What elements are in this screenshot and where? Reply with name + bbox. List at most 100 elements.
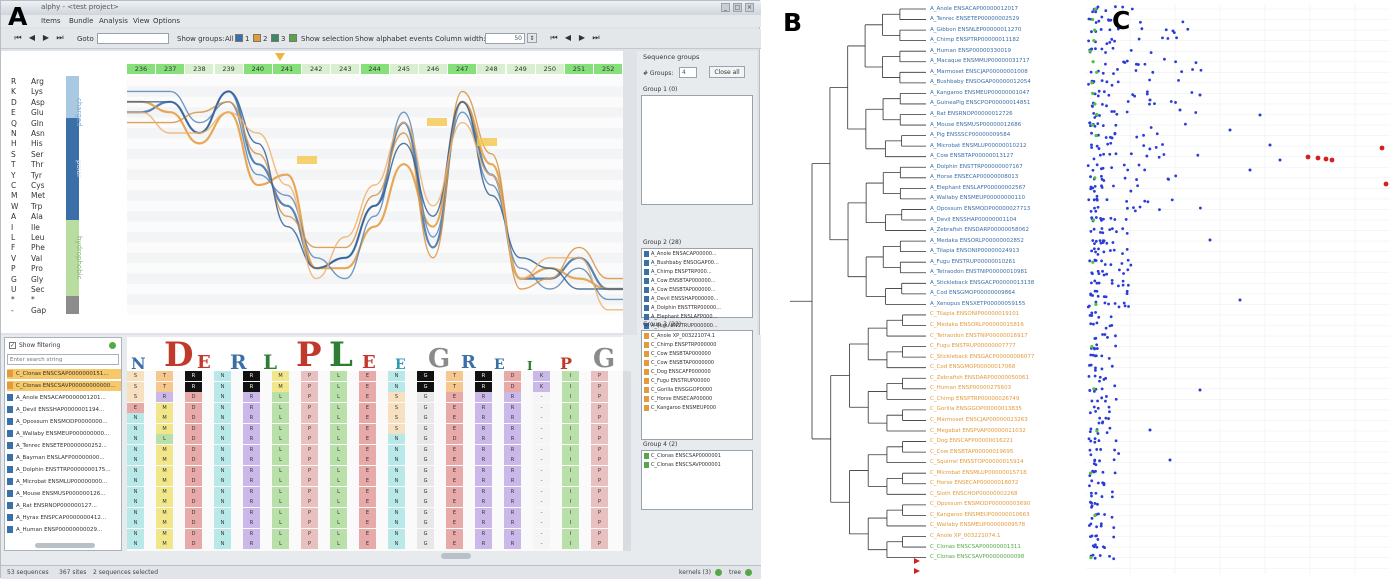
alignment-cell[interactable]: N: [214, 528, 231, 539]
sequence-list-item[interactable]: C_Clonas ENSCSAVP00000000000...: [7, 381, 121, 391]
alignment-cell[interactable]: P: [301, 402, 318, 413]
alignment-cell[interactable]: D: [185, 497, 202, 507]
alignment-cell[interactable]: L: [330, 507, 347, 518]
alignment-cell[interactable]: L: [330, 371, 347, 381]
sequence-list-item[interactable]: A_Rat ENSRNOP000000127...: [7, 501, 121, 511]
alignment-cell[interactable]: R: [504, 539, 521, 549]
column-header[interactable]: 252: [594, 64, 623, 74]
alignment-cell[interactable]: N: [127, 486, 144, 497]
alignment-cell[interactable]: L: [330, 402, 347, 413]
group-member[interactable]: C_Chimp ENSPTRP000000: [644, 341, 752, 350]
alignment-cell[interactable]: N: [214, 392, 231, 402]
alignment-cell[interactable]: N: [127, 507, 144, 518]
alignment-cell[interactable]: N: [214, 434, 231, 444]
alignment-cell[interactable]: I: [562, 434, 579, 444]
group-member[interactable]: A_Bushbaby ENSOGAP00...: [644, 259, 752, 268]
alignment-cell[interactable]: R: [504, 497, 521, 507]
show-selection-toggle[interactable]: Show selection: [301, 35, 354, 43]
alignment-cell[interactable]: E: [359, 465, 376, 476]
alignment-cell[interactable]: N: [214, 497, 231, 507]
alignment-cell[interactable]: N: [388, 455, 405, 465]
alignment-cell[interactable]: R: [504, 402, 521, 413]
alignment-cell[interactable]: E: [359, 455, 376, 465]
group-member[interactable]: C_Clonas ENSCSAVP000001: [644, 461, 752, 470]
alignment-cell[interactable]: L: [330, 413, 347, 423]
spinner-icon[interactable]: ⇕: [527, 33, 537, 43]
tree-leaf-label[interactable]: C_Horse ENSECAP00000018072: [930, 480, 1019, 487]
alignment-cell[interactable]: E: [446, 423, 463, 434]
alignment-cell[interactable]: L: [330, 528, 347, 539]
alignment-cell[interactable]: N: [127, 465, 144, 476]
alignment-cell[interactable]: R: [243, 444, 260, 455]
tree-leaf-label[interactable]: A_Stickleback ENSGACP00000013138: [930, 279, 1035, 286]
alignment-cell[interactable]: R: [475, 539, 492, 549]
column-header[interactable]: 241: [273, 64, 301, 74]
alignment-cell[interactable]: R: [185, 371, 202, 381]
alignment-cell[interactable]: I: [562, 371, 579, 381]
alignment-cell[interactable]: G: [417, 434, 434, 444]
alignment-cell[interactable]: E: [359, 434, 376, 444]
alignment-cell[interactable]: N: [214, 539, 231, 549]
alignment-cell[interactable]: -: [533, 423, 550, 434]
alignment-cell[interactable]: N: [388, 528, 405, 539]
group-box[interactable]: C_Clonas ENSCSAP0000001 C_Clonas ENSCSAVP…: [641, 450, 753, 510]
alignment-cell[interactable]: R: [475, 455, 492, 465]
alignment-cell[interactable]: L: [272, 434, 289, 444]
alignment-cell[interactable]: S: [388, 392, 405, 402]
alignment-cell[interactable]: N: [127, 518, 144, 528]
tree-leaf-label[interactable]: C_Megabat ENSPVAP00000011032: [930, 427, 1026, 434]
alignment-cell[interactable]: G: [417, 539, 434, 549]
sequence-list-item[interactable]: A_Wallaby ENSMEUP000000000...: [7, 429, 121, 439]
group-member[interactable]: C_Kangaroo ENSMEUP000: [644, 404, 752, 413]
alignment-cell[interactable]: P: [301, 486, 318, 497]
alignment-cell[interactable]: L: [330, 392, 347, 402]
prev-column-button[interactable]: ◀: [564, 33, 572, 42]
alignment-cell[interactable]: -: [533, 444, 550, 455]
tree-leaf-label[interactable]: A_Rat ENSRNOP00000012726: [930, 111, 1013, 117]
alignment-cell[interactable]: P: [301, 507, 318, 518]
alignment-cell[interactable]: R: [243, 465, 260, 476]
column-header[interactable]: 240: [243, 64, 272, 74]
alignment-cell[interactable]: G: [417, 486, 434, 497]
column-header[interactable]: 239: [214, 64, 243, 74]
tree-leaf-label[interactable]: C_Human ENSP00000275603: [930, 385, 1012, 392]
alignment-cell[interactable]: D: [185, 444, 202, 455]
alignment-cell[interactable]: I: [562, 423, 579, 434]
alignment-cell[interactable]: M: [156, 444, 173, 455]
alignment-cell[interactable]: E: [359, 528, 376, 539]
alignment-cell[interactable]: D: [185, 455, 202, 465]
groups-count-input[interactable]: 4: [679, 67, 697, 78]
alignment-cell[interactable]: P: [591, 539, 608, 549]
alignment-cell[interactable]: M: [156, 497, 173, 507]
alignment-cell[interactable]: E: [446, 465, 463, 476]
alignment-cell[interactable]: E: [446, 497, 463, 507]
alignment-cell[interactable]: R: [243, 539, 260, 549]
alignment-cell[interactable]: T: [156, 381, 173, 392]
sequence-list-item[interactable]: A_Hyrax ENSPCAP0000000412...: [7, 513, 121, 523]
alignment-cell[interactable]: R: [243, 434, 260, 444]
alignment-cell[interactable]: I: [562, 402, 579, 413]
alignment-cell[interactable]: N: [388, 381, 405, 392]
column-header[interactable]: 247: [448, 64, 477, 74]
tree-leaf-label[interactable]: A_Macaque ENSMMUP00000031717: [930, 58, 1030, 65]
add-icon[interactable]: [109, 342, 116, 349]
tree-leaf-label[interactable]: A_Xenopus ENSXETP00000059155: [930, 300, 1026, 307]
alignment-cell[interactable]: M: [156, 518, 173, 528]
alignment-cell[interactable]: M: [156, 486, 173, 497]
tree-leaf-label[interactable]: A_Tenrec ENSETEP00000002529: [930, 16, 1020, 23]
column-header[interactable]: 249: [506, 64, 535, 74]
show-alphabet-toggle[interactable]: Show alphabet events: [355, 35, 433, 43]
tree-leaf-label[interactable]: C_Zebrafish ENSDARP00000050061: [930, 374, 1030, 381]
alignment-cell[interactable]: R: [243, 402, 260, 413]
alignment-cell[interactable]: R: [243, 518, 260, 528]
alignment-vertical-scrollbar[interactable]: [623, 371, 631, 551]
alignment-cell[interactable]: P: [301, 434, 318, 444]
alignment-cell[interactable]: P: [591, 486, 608, 497]
alignment-cell[interactable]: R: [243, 486, 260, 497]
group-member[interactable]: A_Cow ENSBTAP000000...: [644, 277, 752, 286]
group-member[interactable]: A_Devil ENSSHAP000000...: [644, 295, 752, 304]
alignment-cell[interactable]: P: [301, 423, 318, 434]
alignment-cell[interactable]: N: [388, 539, 405, 549]
alignment-cell[interactable]: R: [475, 465, 492, 476]
alignment-cell[interactable]: T: [446, 381, 463, 392]
